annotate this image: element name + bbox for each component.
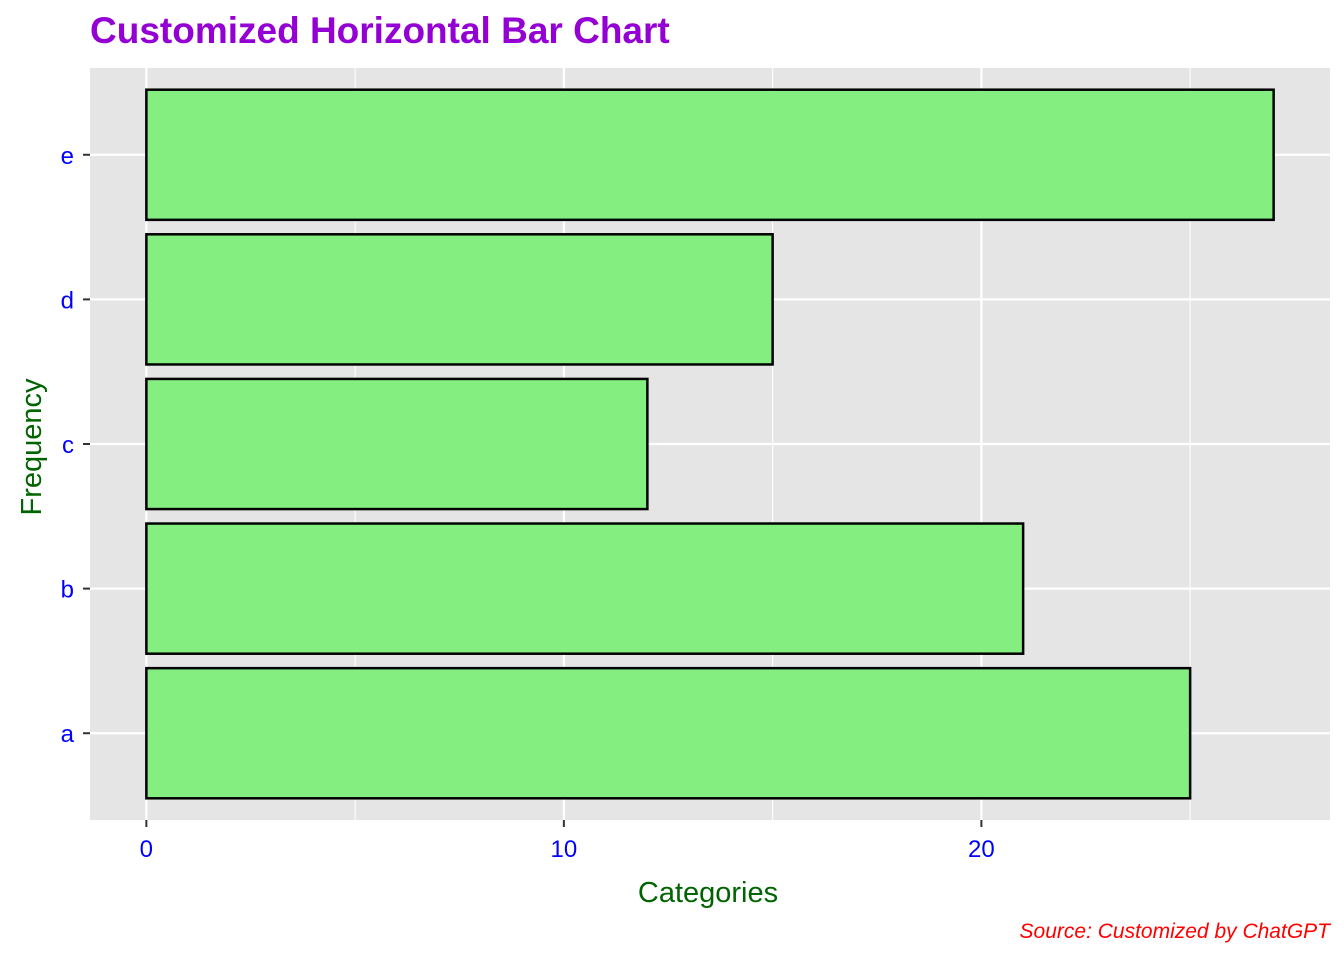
y-tick-label: b	[61, 577, 74, 604]
bar-c	[145, 377, 649, 511]
x-tick-label: 0	[140, 836, 153, 863]
chart-title: Customized Horizontal Bar Chart	[90, 10, 670, 51]
chart-caption: Source: Customized by ChatGPT	[1019, 920, 1330, 943]
bar-d	[145, 233, 774, 366]
y-tick-label: d	[61, 287, 74, 314]
bar-a	[145, 666, 1192, 800]
axes: 0 10 20 a b c d e	[61, 143, 995, 863]
y-tick-label: a	[61, 721, 75, 748]
bars	[145, 88, 1275, 800]
y-tick-label: c	[62, 432, 74, 459]
x-tick-label: 20	[968, 836, 995, 863]
y-tick-label: e	[61, 143, 74, 170]
x-tick-label: 10	[551, 836, 578, 863]
y-axis-title: Frequency	[16, 378, 48, 516]
bar-b	[145, 522, 1025, 655]
x-axis-title: Categories	[638, 877, 778, 909]
bar-e	[145, 88, 1275, 222]
